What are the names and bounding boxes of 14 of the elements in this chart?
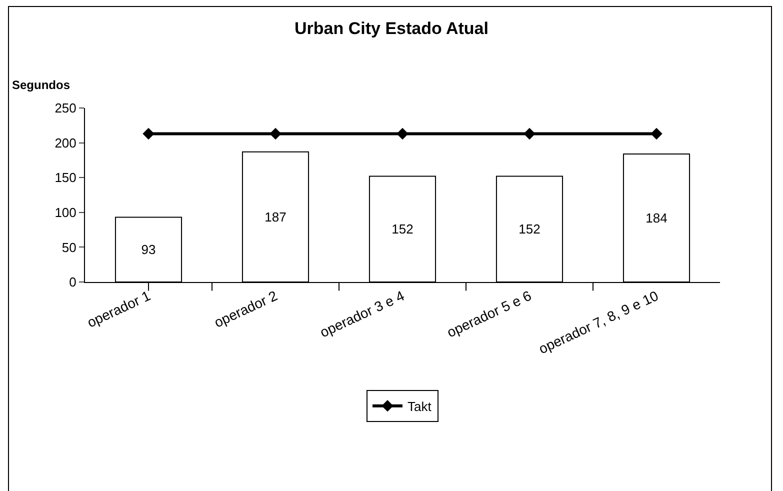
data-label: 152 bbox=[518, 222, 540, 237]
y-tick-label: 200 bbox=[54, 135, 76, 150]
y-tick-label: 100 bbox=[54, 204, 76, 220]
chart-title: Urban City Estado Atual bbox=[294, 18, 488, 38]
data-label: 152 bbox=[392, 222, 414, 237]
data-label: 187 bbox=[264, 209, 286, 224]
data-label: 93 bbox=[141, 242, 156, 258]
data-label: 184 bbox=[646, 210, 668, 226]
y-tick-label: 0 bbox=[69, 274, 76, 290]
y-tick-label: 50 bbox=[62, 240, 76, 255]
y-tick-label: 250 bbox=[54, 100, 76, 116]
legend-label: Takt bbox=[408, 398, 432, 414]
y-axis-title: Segundos bbox=[12, 78, 70, 92]
y-tick-label: 150 bbox=[54, 170, 76, 186]
